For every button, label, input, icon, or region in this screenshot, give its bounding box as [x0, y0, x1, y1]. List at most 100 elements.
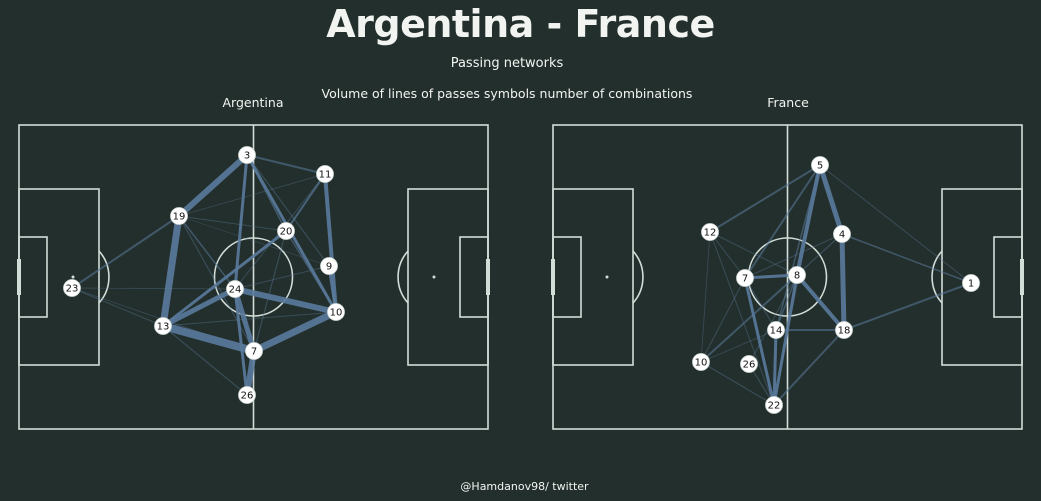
penalty-arc-right	[931, 250, 943, 304]
player-number: 8	[794, 271, 800, 282]
player-node	[835, 321, 853, 339]
pass-link	[250, 308, 340, 355]
player-node	[811, 156, 829, 174]
player-node	[154, 317, 172, 335]
pass-link	[700, 277, 746, 363]
pass-link	[233, 153, 249, 291]
pass-link	[246, 154, 326, 175]
pass-link	[323, 172, 338, 314]
pass-link	[71, 287, 164, 327]
pass-link	[159, 212, 183, 330]
player-node	[767, 321, 785, 339]
player-node	[63, 279, 81, 297]
player-node	[320, 257, 338, 275]
player-number: 26	[743, 360, 756, 371]
player-node	[736, 269, 754, 287]
pass-link	[709, 164, 821, 233]
player-node	[245, 342, 263, 360]
pass-link	[744, 233, 843, 279]
pass-link	[178, 215, 287, 232]
footer-credit: @Hamdanov98/ twitter	[460, 480, 589, 493]
pass-link	[232, 286, 339, 315]
pass-link	[841, 233, 972, 284]
team-label-france: France	[767, 95, 809, 110]
pass-link	[796, 233, 843, 276]
pass-link	[159, 322, 258, 355]
player-number: 10	[330, 308, 343, 319]
pass-link	[817, 162, 845, 237]
player-node	[765, 396, 783, 414]
pass-link	[700, 361, 775, 406]
player-number: 5	[817, 161, 823, 172]
pass-link	[176, 152, 250, 219]
pass-link	[772, 328, 778, 407]
player-number: 3	[244, 151, 250, 162]
pass-link	[773, 164, 821, 406]
pass-link	[775, 274, 798, 331]
team-label-argentina: Argentina	[222, 95, 284, 110]
pitch-france: 5 4 12 8 7 1 14 18 10 26 22	[551, 124, 1024, 430]
pass-link	[773, 329, 845, 406]
player-node	[692, 353, 710, 371]
player-number: 10	[695, 358, 708, 369]
player-number: 14	[770, 326, 783, 337]
penalty-arc-left	[632, 250, 644, 304]
pass-link	[71, 287, 236, 290]
pass-link	[285, 230, 337, 313]
pass-link	[161, 229, 288, 328]
player-number: 19	[173, 212, 186, 223]
pass-link	[700, 231, 711, 363]
player-node	[701, 223, 719, 241]
player-node	[170, 207, 188, 225]
penalty-spot-left	[605, 275, 609, 279]
pass-link	[839, 231, 847, 333]
penalty-spot-left	[71, 275, 75, 279]
player-node	[316, 165, 334, 183]
pass-link	[178, 215, 236, 290]
goal-area-right	[459, 236, 489, 318]
pass-link	[160, 286, 238, 329]
caption: Volume of lines of passes symbols number…	[321, 86, 693, 101]
penalty-arc-right	[397, 250, 409, 304]
pass-link	[71, 215, 180, 289]
pass-link	[178, 215, 330, 267]
pass-link	[744, 277, 777, 331]
pass-link	[246, 154, 287, 232]
pass-link	[709, 231, 798, 276]
pitch-argentina: 3 11 19 20 9 24 23 10 13 7 26	[17, 124, 490, 430]
goal-area-left	[18, 236, 48, 318]
pass-link	[285, 173, 326, 232]
pass-link	[748, 274, 798, 365]
player-number: 11	[319, 170, 332, 181]
player-number: 22	[768, 401, 781, 412]
player-node	[327, 303, 345, 321]
player-number: 18	[838, 326, 851, 337]
pass-link	[233, 287, 249, 397]
player-number: 7	[742, 274, 748, 285]
player-node	[788, 266, 806, 284]
pass-link	[709, 231, 775, 406]
player-number: 23	[66, 284, 79, 295]
player-node	[226, 280, 244, 298]
pass-link	[178, 215, 255, 352]
pass-link	[253, 230, 287, 352]
player-node	[833, 225, 851, 243]
pass-link	[162, 311, 337, 327]
pass-link	[709, 231, 746, 279]
player-number: 20	[280, 227, 293, 238]
player-number: 1	[968, 279, 974, 290]
pass-link	[246, 154, 330, 267]
goal-area-left	[552, 236, 582, 318]
penalty-spot-right	[432, 275, 436, 279]
pass-link	[795, 273, 846, 332]
player-node	[740, 355, 758, 373]
pass-link	[232, 286, 257, 354]
player-number: 7	[251, 347, 257, 358]
center-circle	[213, 237, 294, 317]
player-number: 13	[157, 322, 170, 333]
pass-link	[162, 325, 248, 396]
pass-link	[744, 164, 821, 279]
pass-link	[700, 329, 777, 363]
player-number: 9	[326, 262, 332, 273]
player-node	[238, 146, 256, 164]
